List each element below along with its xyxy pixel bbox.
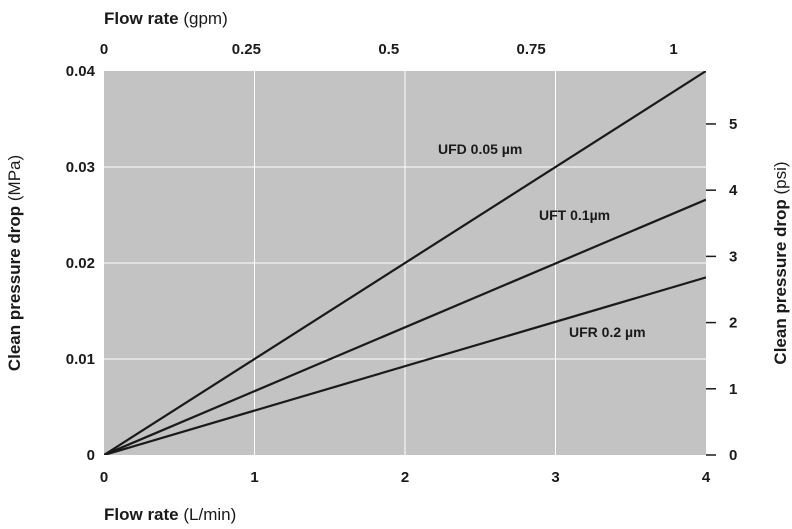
x-top-tick-label: 0 bbox=[100, 41, 108, 58]
x-bottom-tick-label: 0 bbox=[100, 469, 108, 486]
x-bottom-tick-label: 1 bbox=[250, 469, 258, 486]
right-axis-title-bold: Clean pressure drop bbox=[771, 199, 790, 364]
x-bottom-tick-label: 4 bbox=[702, 469, 711, 486]
bottom-axis-title-unit: (L/min) bbox=[183, 505, 236, 524]
left-axis-title-unit: (MPa) bbox=[5, 155, 24, 201]
y-right-tick-label: 0 bbox=[729, 447, 737, 464]
top-axis-title-unit: (gpm) bbox=[183, 9, 227, 28]
y-left-tick-label: 0.01 bbox=[66, 351, 95, 368]
y-left-tick-label: 0.04 bbox=[66, 63, 96, 80]
top-axis-title-bold: Flow rate bbox=[104, 9, 179, 28]
series-label-3: UFR 0.2 µm bbox=[569, 324, 646, 340]
series-label-1: UFD 0.05 µm bbox=[438, 141, 522, 157]
y-right-tick-label: 2 bbox=[729, 315, 737, 332]
y-right-tick-label: 3 bbox=[729, 248, 737, 265]
x-top-tick-label: 0.75 bbox=[517, 41, 546, 58]
x-bottom-tick-label: 3 bbox=[551, 469, 559, 486]
x-top-tick-label: 0.25 bbox=[232, 41, 261, 58]
x-top-tick-label: 1 bbox=[669, 41, 677, 58]
left-axis-title-bold: Clean pressure drop bbox=[5, 206, 24, 371]
right-axis-title: Clean pressure drop (psi) bbox=[771, 161, 790, 364]
series-label-2: UFT 0.1µm bbox=[539, 207, 610, 223]
x-bottom-tick-label: 2 bbox=[401, 469, 409, 486]
bottom-axis-title-bold: Flow rate bbox=[104, 505, 179, 524]
y-left-tick-label: 0.03 bbox=[66, 159, 95, 176]
y-right-tick-label: 5 bbox=[729, 116, 737, 133]
y-left-tick-label: 0 bbox=[87, 447, 95, 464]
y-right-tick-label: 1 bbox=[729, 381, 737, 398]
y-left-tick-label: 0.02 bbox=[66, 255, 95, 272]
right-axis-title-unit: (psi) bbox=[771, 161, 790, 194]
y-right-tick-label: 4 bbox=[729, 182, 738, 199]
x-top-tick-label: 0.5 bbox=[378, 41, 399, 58]
left-axis-title: Clean pressure drop (MPa) bbox=[5, 155, 24, 371]
bottom-axis-title: Flow rate (L/min) bbox=[104, 505, 236, 524]
top-axis-title: Flow rate (gpm) bbox=[104, 9, 228, 28]
tick-marks bbox=[706, 124, 716, 455]
